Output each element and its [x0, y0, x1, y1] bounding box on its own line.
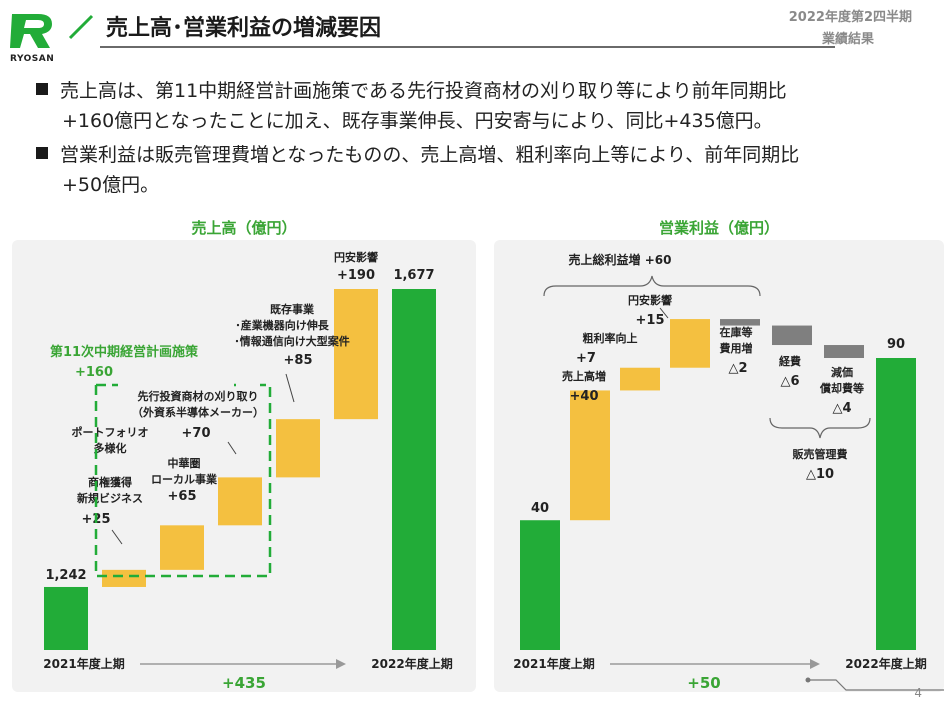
step-label: 経費 [779, 354, 801, 368]
data-label-step: +40 [570, 389, 599, 404]
data-label-end: 90 [887, 337, 905, 352]
data-label-end: 1,677 [393, 268, 434, 283]
bar-step [160, 525, 204, 570]
step-label: ポートフォリオ [72, 425, 149, 439]
leader-line [285, 373, 295, 403]
bar-end-2022 [392, 289, 436, 650]
sales-chart-title: 売上高（億円） [191, 219, 297, 237]
x-axis-label-start: 2021年度上期 [513, 656, 594, 671]
step-label: 減価 [831, 365, 853, 379]
leader-line [227, 441, 237, 455]
step-label: 売上高増 [562, 369, 606, 383]
profit-chart-panel [494, 240, 944, 692]
leader-line [111, 529, 123, 545]
leader-line [659, 307, 669, 319]
brace-bottom-label: 販売管理費 [793, 447, 848, 461]
data-label-step: △6 [780, 374, 799, 389]
bullet-sales-line2: +160億円となったことに加え、既存事業伸長、円安寄与により、同比+435億円。 [62, 110, 773, 132]
bar-step [570, 390, 610, 521]
bar-step [276, 419, 320, 478]
bar-step [102, 569, 146, 587]
bar-step [670, 319, 710, 368]
x-axis-label-start: 2021年度上期 [43, 656, 124, 671]
step-label: 償却費等 [819, 381, 864, 395]
bar-step [772, 325, 812, 346]
data-label-step: +70 [182, 426, 211, 441]
brace-bottom-value: △10 [806, 467, 834, 482]
step-label: ･情報通信向け大型案件 [234, 334, 350, 348]
total-change-label: +435 [222, 674, 266, 692]
step-label: ･産業機器向け伸長 [235, 318, 329, 332]
step-label: 既存事業 [270, 302, 315, 316]
step-label: 粗利率向上 [583, 331, 638, 345]
data-label-start: 40 [531, 501, 549, 516]
bar-start-2021 [44, 586, 88, 650]
brace-top-icon [543, 275, 761, 297]
data-label-step: △2 [728, 361, 747, 376]
bullet-sales-line1: 売上高は、第11中期経営計画施策である先行投資商材の刈り取り等により前年同期比 [60, 80, 787, 102]
bar-start-2021 [520, 520, 560, 650]
bullet-profit: 営業利益は販売管理費増となったものの、売上高増、粗利率向上等により、前年同期比 … [36, 140, 926, 200]
bullet-square-icon [36, 83, 48, 95]
data-label-step: +7 [576, 351, 596, 366]
ryosan-logo-icon [10, 14, 52, 48]
group-bracket [94, 383, 272, 578]
step-label: 円安影響 [628, 293, 672, 307]
bar-step [720, 319, 760, 326]
logo-text: RYOSAN [10, 54, 55, 64]
bar-step [824, 345, 864, 358]
group-label: 第11次中期経営計画施策 [50, 344, 199, 360]
step-label: 先行投資商材の刈り取り [138, 389, 259, 403]
bar-step [334, 289, 378, 420]
bullet-profit-line1: 営業利益は販売管理費増となったものの、売上高増、粗利率向上等により、前年同期比 [60, 144, 800, 166]
data-label-step: △4 [832, 401, 851, 416]
data-label-step: +190 [337, 268, 375, 283]
step-label: ローカル事業 [151, 472, 218, 486]
data-label-step: +15 [636, 313, 665, 328]
step-label: 多様化 [94, 441, 127, 455]
page-number: 4 [914, 686, 922, 700]
period-sublabel: 業績結果 [821, 32, 874, 47]
brace-bottom-icon [769, 417, 871, 439]
total-change-label: +50 [687, 674, 720, 692]
step-label: （外資系半導体メーカー） [132, 405, 264, 419]
step-label: 中華圏 [168, 456, 201, 470]
bar-step [620, 367, 660, 391]
bullet-profit-line2: +50億円。 [62, 174, 160, 196]
footer-rule [808, 679, 944, 691]
x-axis-label-end: 2022年度上期 [371, 656, 452, 671]
profit-chart-title: 営業利益（億円） [658, 219, 779, 237]
data-label-step: +85 [284, 353, 313, 368]
data-label-step: +65 [168, 489, 197, 504]
step-label: 在庫等 [720, 325, 753, 339]
step-label: 費用増 [719, 341, 753, 355]
data-label-start: 1,242 [45, 568, 86, 583]
step-label: 商権獲得 [88, 475, 132, 489]
group-value: +160 [75, 365, 113, 380]
brace-top-label: 売上総利益増 +60 [569, 252, 672, 267]
step-label: 新規ビジネス [77, 491, 143, 505]
page-title: 売上高･営業利益の増減要因 [106, 16, 382, 41]
step-label: 円安影響 [334, 250, 378, 264]
footer-dot-icon [805, 677, 811, 683]
header-divider [100, 46, 835, 48]
arrow-head-icon [336, 659, 346, 669]
arrow-head-icon [810, 659, 820, 669]
x-axis-label-end: 2022年度上期 [845, 656, 926, 671]
bar-end-2022 [876, 358, 916, 650]
bullet-square-icon [36, 147, 48, 159]
period-label: 2022年度第2四半期 [788, 10, 912, 25]
bar-step [218, 477, 262, 526]
bullet-sales: 売上高は、第11中期経営計画施策である先行投資商材の刈り取り等により前年同期比 … [36, 76, 926, 136]
title-accent-icon [68, 14, 94, 40]
